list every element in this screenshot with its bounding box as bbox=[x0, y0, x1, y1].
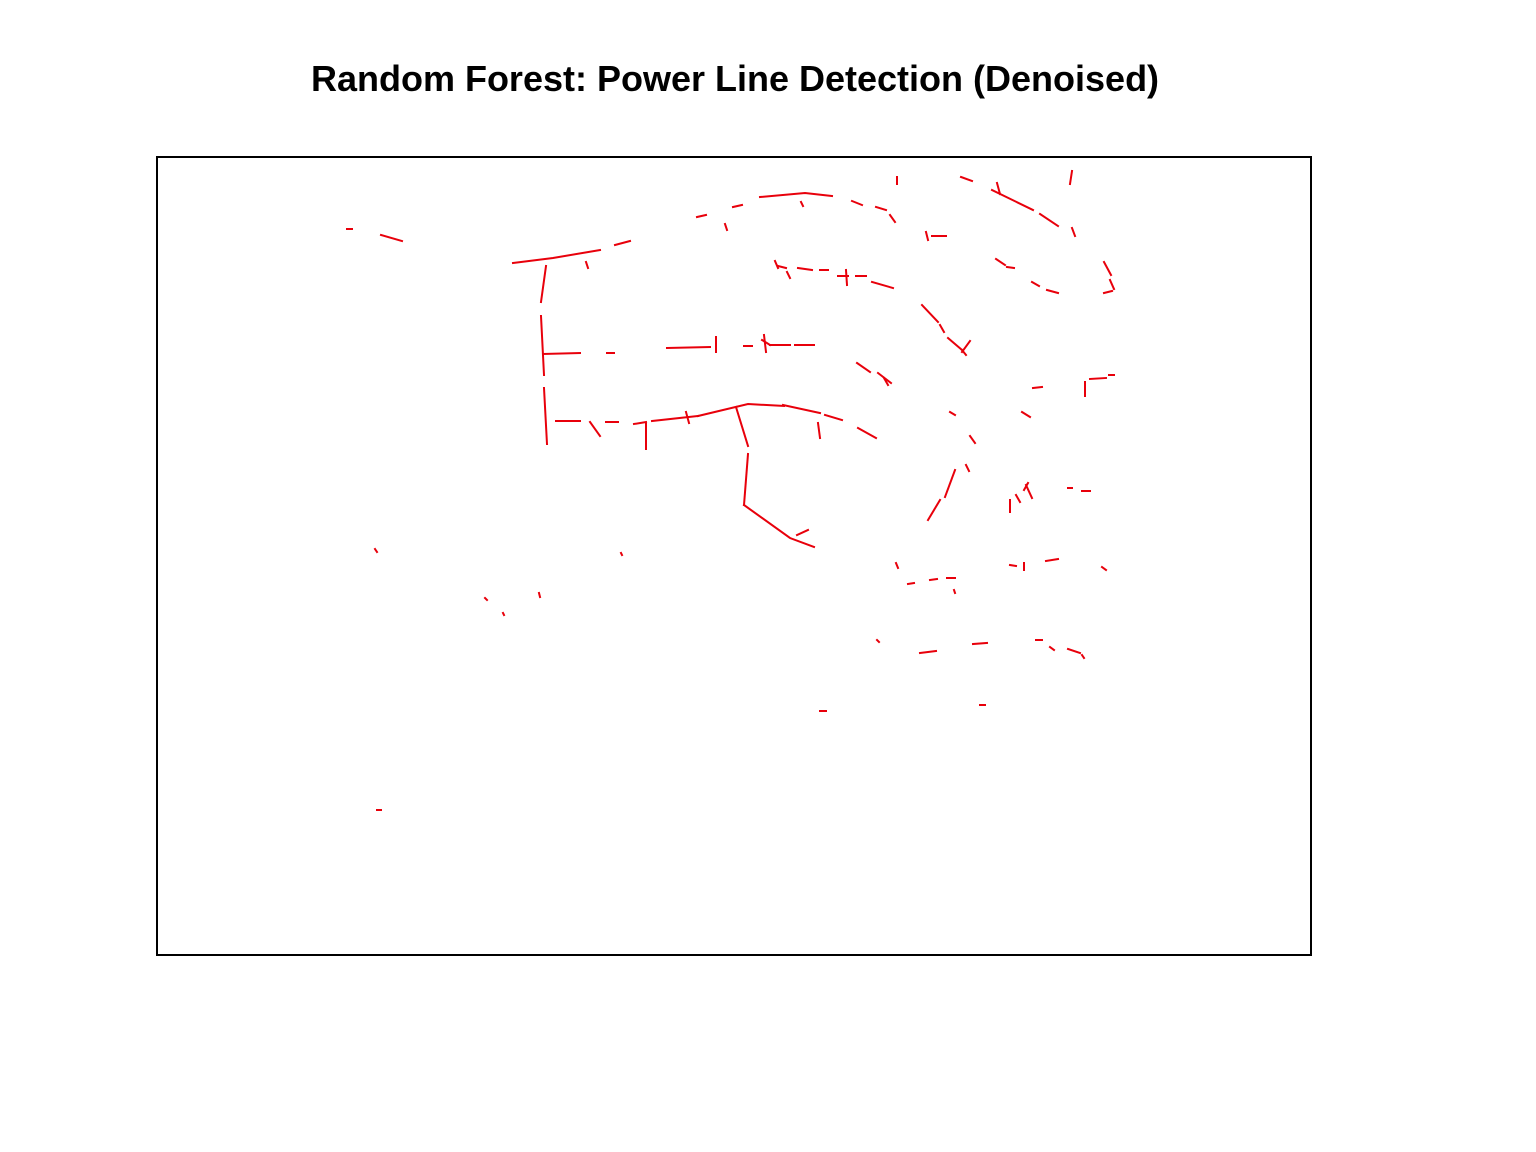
detection-segment bbox=[995, 181, 1002, 196]
detection-segment bbox=[888, 213, 897, 224]
detection-segment bbox=[483, 596, 489, 602]
detection-segment bbox=[665, 345, 712, 350]
detection-segment bbox=[1038, 212, 1060, 228]
detection-segment bbox=[695, 213, 708, 219]
detection-segment bbox=[875, 638, 881, 644]
detection-segment bbox=[1044, 557, 1060, 563]
detection-segment bbox=[632, 420, 648, 426]
detection-segment bbox=[1008, 563, 1018, 568]
detection-segment bbox=[734, 405, 750, 448]
detection-segment bbox=[874, 205, 888, 212]
detection-segment bbox=[816, 421, 822, 440]
detection-segment bbox=[1102, 289, 1114, 295]
detection-segment bbox=[1048, 645, 1056, 652]
detection-segment bbox=[928, 577, 939, 582]
detection-segment bbox=[1024, 483, 1034, 500]
detection-segment bbox=[373, 547, 379, 554]
detection-segment bbox=[1020, 410, 1032, 419]
detection-segment bbox=[501, 611, 506, 617]
detection-segment bbox=[1022, 481, 1030, 492]
detection-segment bbox=[785, 270, 792, 280]
detection-segment bbox=[613, 239, 632, 247]
detection-segment bbox=[943, 468, 957, 499]
detection-segment bbox=[870, 280, 895, 290]
detection-segment bbox=[541, 351, 582, 356]
detection-segment bbox=[952, 588, 957, 595]
detection-segment bbox=[584, 260, 590, 270]
detection-segment bbox=[537, 591, 542, 599]
detection-segment bbox=[796, 266, 814, 272]
detection-segment bbox=[850, 199, 864, 207]
detection-segment bbox=[1080, 653, 1086, 660]
detection-segment bbox=[855, 361, 872, 374]
detection-segment bbox=[723, 222, 729, 232]
detection-segment bbox=[542, 386, 549, 446]
detection-segment bbox=[1014, 493, 1022, 504]
detection-segment bbox=[971, 641, 989, 646]
detection-segment bbox=[823, 413, 844, 422]
detection-segment bbox=[856, 426, 878, 440]
detection-segment bbox=[968, 434, 977, 445]
detection-segment bbox=[844, 268, 849, 287]
detection-segment bbox=[946, 336, 964, 352]
detection-segment bbox=[781, 403, 822, 415]
detection-segment bbox=[539, 264, 548, 304]
detection-segment bbox=[964, 463, 971, 473]
detection-segment bbox=[1031, 385, 1044, 390]
detection-segment bbox=[920, 303, 940, 324]
detection-segment bbox=[924, 230, 930, 242]
detection-segment bbox=[619, 551, 624, 557]
detection-segment bbox=[1070, 226, 1077, 238]
detection-segment bbox=[773, 259, 780, 270]
detection-segment bbox=[731, 203, 744, 209]
detection-segment bbox=[1005, 265, 1016, 270]
detection-segment bbox=[758, 191, 834, 199]
detection-segment bbox=[1030, 280, 1041, 288]
detection-segment bbox=[1045, 288, 1060, 295]
detection-segment bbox=[1066, 647, 1082, 655]
detection-segment bbox=[906, 581, 916, 586]
detection-segment bbox=[799, 200, 805, 208]
detection-segment bbox=[539, 314, 546, 377]
detection-segment bbox=[994, 257, 1007, 267]
detection-segment bbox=[776, 264, 788, 270]
detection-segment bbox=[882, 376, 890, 387]
detection-segment bbox=[742, 452, 750, 507]
detection-segment bbox=[650, 414, 700, 423]
detection-segment bbox=[1100, 565, 1108, 572]
detected-power-lines bbox=[346, 169, 1116, 811]
detection-segment bbox=[938, 323, 946, 334]
detection-segment bbox=[960, 339, 972, 354]
detection-segment bbox=[948, 410, 957, 417]
detection-segment bbox=[894, 561, 900, 570]
detection-segment bbox=[1102, 260, 1113, 277]
detection-segment bbox=[760, 338, 772, 347]
detection-segment bbox=[990, 188, 1035, 212]
detection-segment bbox=[379, 233, 404, 243]
detection-segment bbox=[762, 333, 768, 354]
detection-segment bbox=[696, 402, 786, 418]
detection-segment bbox=[918, 649, 938, 655]
plot-frame bbox=[156, 156, 1312, 956]
detection-segment bbox=[1088, 376, 1108, 381]
plot-title: Random Forest: Power Line Detection (Den… bbox=[310, 58, 1160, 99]
detection-segment bbox=[795, 528, 810, 537]
detection-segment bbox=[742, 503, 816, 549]
detection-segment bbox=[959, 175, 974, 183]
detection-segment bbox=[588, 420, 602, 438]
detection-segment bbox=[926, 498, 942, 522]
detection-segment bbox=[684, 410, 691, 425]
detection-segment bbox=[511, 248, 602, 265]
detection-segment bbox=[1108, 278, 1116, 291]
detection-segment bbox=[1068, 169, 1074, 186]
